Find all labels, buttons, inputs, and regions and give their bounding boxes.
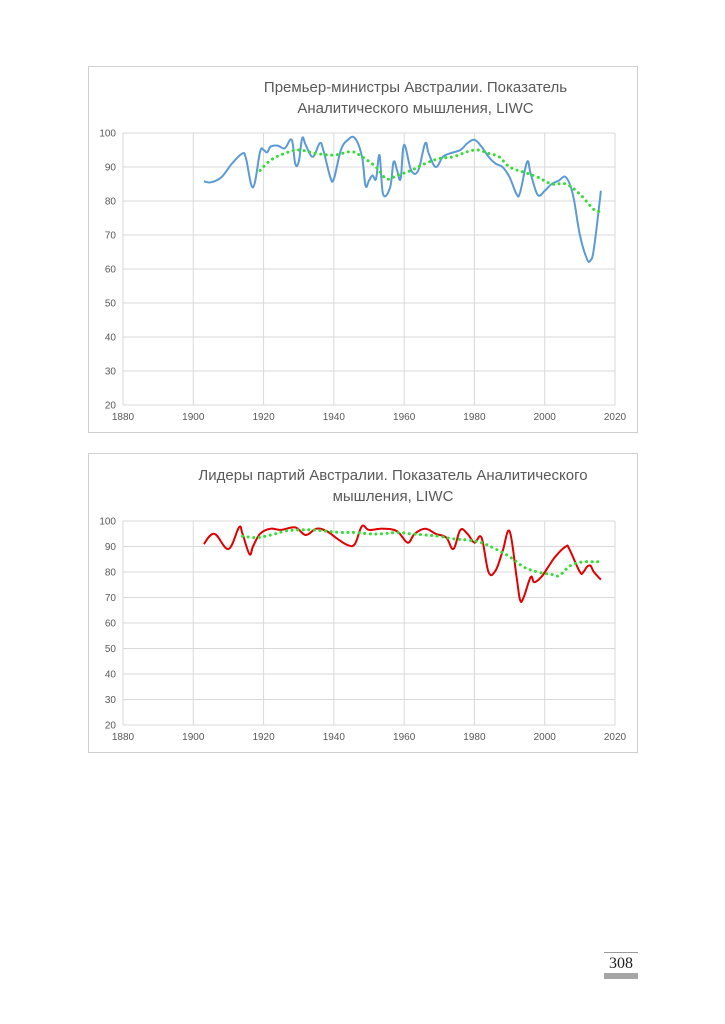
y-tick-label: 50 [105, 644, 117, 655]
x-tick-label: 2000 [534, 412, 557, 423]
trend-line [241, 528, 603, 578]
x-tick-label: 1880 [112, 732, 135, 743]
plot-area: 20 30 40 50 60 70 80 90 100 1880 1900 1920 1940 1960 1… [99, 517, 627, 744]
chart-party-leaders: Лидеры партий Австралии. Показатель Анал… [88, 453, 638, 753]
x-tick-label: 1920 [252, 732, 275, 743]
x-tick-label: 1900 [182, 732, 205, 743]
y-tick-label: 30 [105, 695, 117, 706]
y-tick-label: 100 [99, 517, 116, 528]
y-tick-label: 30 [105, 367, 117, 378]
series-line [203, 135, 602, 264]
x-tick-label: 1940 [323, 412, 346, 423]
chart-prime-ministers: Премьер-министры Австралии. Показатель А… [88, 66, 638, 433]
y-tick-label: 100 [99, 129, 116, 140]
x-tick-label: 1920 [252, 412, 275, 423]
x-tick-label: 1940 [323, 732, 346, 743]
y-tick-label: 20 [105, 721, 117, 732]
y-tick-label: 90 [105, 163, 117, 174]
y-tick-label: 40 [105, 670, 117, 681]
x-tick-label: 1960 [393, 412, 416, 423]
y-tick-label: 90 [105, 542, 117, 553]
page-number-bar [604, 973, 638, 979]
y-tick-label: 70 [105, 231, 117, 242]
y-tick-label: 60 [105, 265, 117, 276]
x-tick-label: 2020 [604, 412, 627, 423]
x-tick-label: 1960 [393, 732, 416, 743]
x-tick-label: 1880 [112, 412, 135, 423]
y-tick-label: 60 [105, 619, 117, 630]
page-number: 308 [604, 952, 638, 973]
y-tick-label: 40 [105, 333, 117, 344]
y-tick-label: 70 [105, 593, 117, 604]
y-tick-label: 20 [105, 401, 117, 412]
x-tick-label: 1980 [463, 412, 486, 423]
y-tick-label: 50 [105, 299, 117, 310]
chart-title: Премьер-министры Австралии. Показатель А… [263, 79, 568, 117]
x-tick-label: 2020 [604, 732, 627, 743]
y-tick-label: 80 [105, 568, 117, 579]
plot-area: 20 30 40 50 60 70 80 90 100 1880 1900 1920 1940 1960 1… [99, 129, 627, 424]
x-tick-label: 1980 [463, 732, 486, 743]
y-tick-label: 80 [105, 197, 117, 208]
series-line [203, 524, 602, 603]
trend-line [258, 148, 603, 213]
x-tick-label: 1900 [182, 412, 205, 423]
chart-title: Лидеры партий Австралии. Показатель Анал… [198, 467, 588, 505]
x-tick-label: 2000 [534, 732, 557, 743]
